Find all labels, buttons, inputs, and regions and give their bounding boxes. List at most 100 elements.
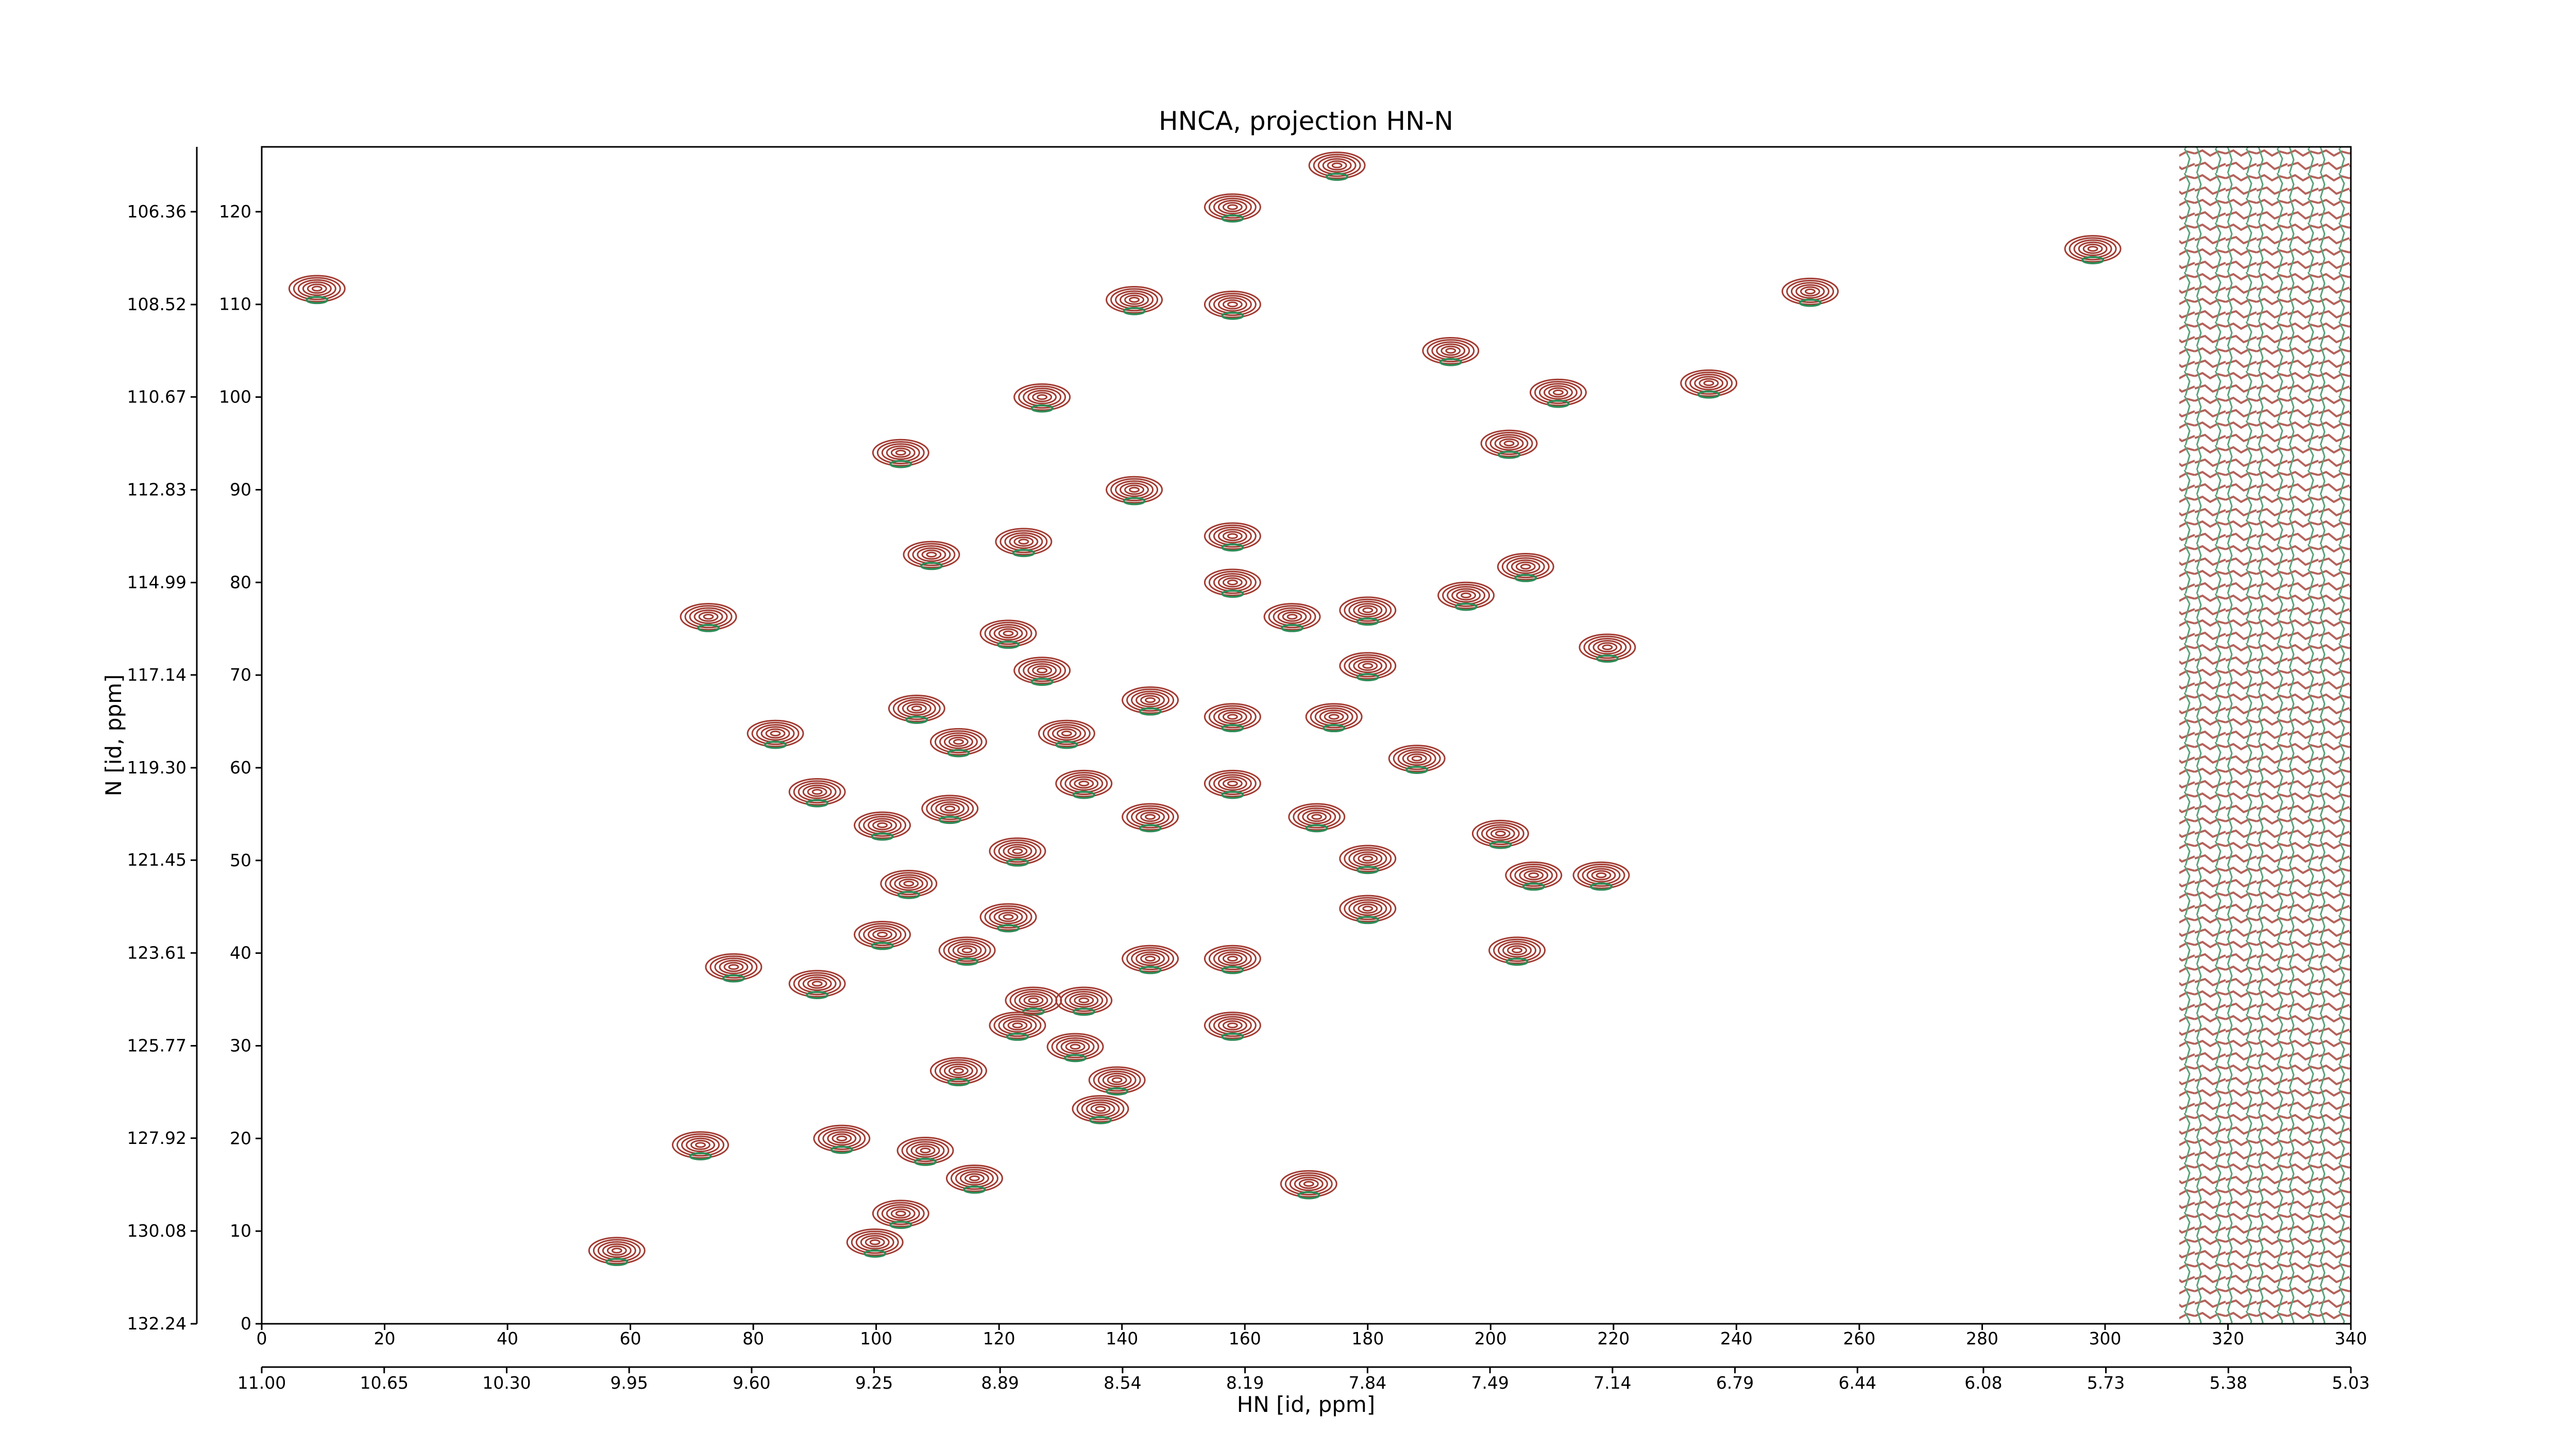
y-tick-label: 80	[230, 572, 251, 592]
contour-level	[1494, 436, 1524, 451]
contour-level	[903, 541, 960, 569]
y2-tick-label: 119.30	[127, 757, 187, 778]
contour-level	[1461, 592, 1472, 599]
contour-level	[886, 445, 916, 460]
x-tick-label: 160	[1229, 1328, 1261, 1349]
contour-level	[1534, 381, 1582, 405]
contour-level	[1111, 1077, 1123, 1083]
peak	[1308, 151, 1366, 181]
contour-level	[872, 439, 929, 467]
contour-level	[953, 738, 964, 745]
contour-level	[1208, 570, 1257, 594]
contour-level	[894, 876, 924, 891]
contour-level	[895, 449, 906, 456]
contour-level	[1009, 534, 1039, 549]
contour-level	[802, 976, 832, 991]
y2-tick-label: 121.45	[127, 850, 187, 870]
contour-level	[1331, 162, 1343, 169]
negative-contour	[1221, 311, 1244, 320]
negative-contour	[1006, 858, 1029, 867]
contour-level	[944, 805, 956, 812]
contour-level	[876, 1202, 925, 1225]
negative-contour	[1405, 765, 1429, 774]
negative-contour	[1489, 840, 1512, 849]
contour-level	[1120, 482, 1149, 497]
contour-level	[1028, 997, 1039, 1004]
peak	[929, 1057, 987, 1087]
contour-level	[989, 837, 1046, 865]
contour-level	[1313, 154, 1361, 177]
contour-level	[1078, 780, 1090, 787]
contour-level	[1583, 635, 1632, 659]
contour-level	[311, 285, 323, 292]
contour-level	[1088, 1066, 1146, 1094]
contour-level	[1353, 603, 1383, 618]
contour-level	[1781, 277, 1839, 306]
contour-level	[1019, 993, 1048, 1008]
x2-tick-label: 7.49	[1471, 1373, 1509, 1393]
contour-level	[1217, 199, 1247, 214]
contour-level	[672, 1131, 730, 1159]
negative-contour	[1305, 824, 1328, 833]
contour-level	[1268, 605, 1316, 629]
contour-level	[811, 981, 823, 987]
contour-level	[1012, 1022, 1023, 1029]
contour-level	[1018, 659, 1066, 682]
contour-level	[1126, 947, 1175, 970]
contour-level	[1577, 864, 1625, 887]
contour-level	[1699, 378, 1719, 389]
x-tick-label: 240	[1720, 1328, 1753, 1349]
x-tick-label: 180	[1351, 1328, 1384, 1349]
contour-level	[1303, 1181, 1314, 1187]
contour-level	[1344, 897, 1392, 920]
contour-level	[1445, 347, 1456, 354]
peak	[1122, 945, 1179, 974]
peak	[888, 695, 945, 724]
contour-level	[1107, 1075, 1127, 1085]
contour-level	[1298, 1178, 1319, 1189]
peak	[1005, 986, 1062, 1016]
negative-contour	[1697, 390, 1720, 399]
negative-contour	[956, 957, 979, 966]
plot-frame	[261, 146, 2352, 1325]
contour-level	[1510, 864, 1558, 887]
contour-level	[1204, 769, 1261, 798]
contour-level	[695, 1142, 706, 1148]
contour-level	[1277, 609, 1307, 624]
negative-contour	[697, 624, 720, 632]
contour-level	[709, 955, 758, 979]
contour-level	[1308, 151, 1366, 179]
y-tick-label: 60	[230, 757, 251, 778]
contour-level	[1227, 714, 1238, 720]
contour-level	[1437, 581, 1495, 610]
contour-level	[1217, 776, 1247, 791]
y-tick-label: 110	[219, 294, 251, 314]
contour-level	[1222, 778, 1243, 789]
negative-contour	[1221, 589, 1244, 598]
contour-level	[1520, 563, 1531, 570]
contour-level	[1032, 392, 1053, 402]
contour-level	[2082, 243, 2103, 254]
contour-level	[1305, 703, 1363, 731]
contour-level	[1485, 431, 1533, 455]
peak	[680, 603, 737, 632]
negative-contour	[963, 1185, 986, 1194]
peak	[921, 795, 979, 824]
negative-contour	[871, 941, 894, 950]
contour-level	[1322, 158, 1352, 173]
contour-level	[1512, 947, 1523, 953]
contour-level	[1311, 814, 1323, 820]
peak	[989, 837, 1046, 867]
contour-level	[854, 811, 911, 839]
contour-level	[698, 611, 719, 622]
contour-level	[940, 803, 960, 814]
contour-level	[868, 927, 897, 942]
negative-contour	[1106, 1087, 1129, 1096]
negative-contour	[1297, 1191, 1320, 1200]
contour-level	[1069, 776, 1099, 791]
contour-level	[1102, 1072, 1132, 1088]
contour-level	[703, 614, 714, 620]
contour-level	[1055, 986, 1113, 1015]
contour-level	[1227, 1022, 1238, 1029]
peak	[1263, 603, 1321, 632]
